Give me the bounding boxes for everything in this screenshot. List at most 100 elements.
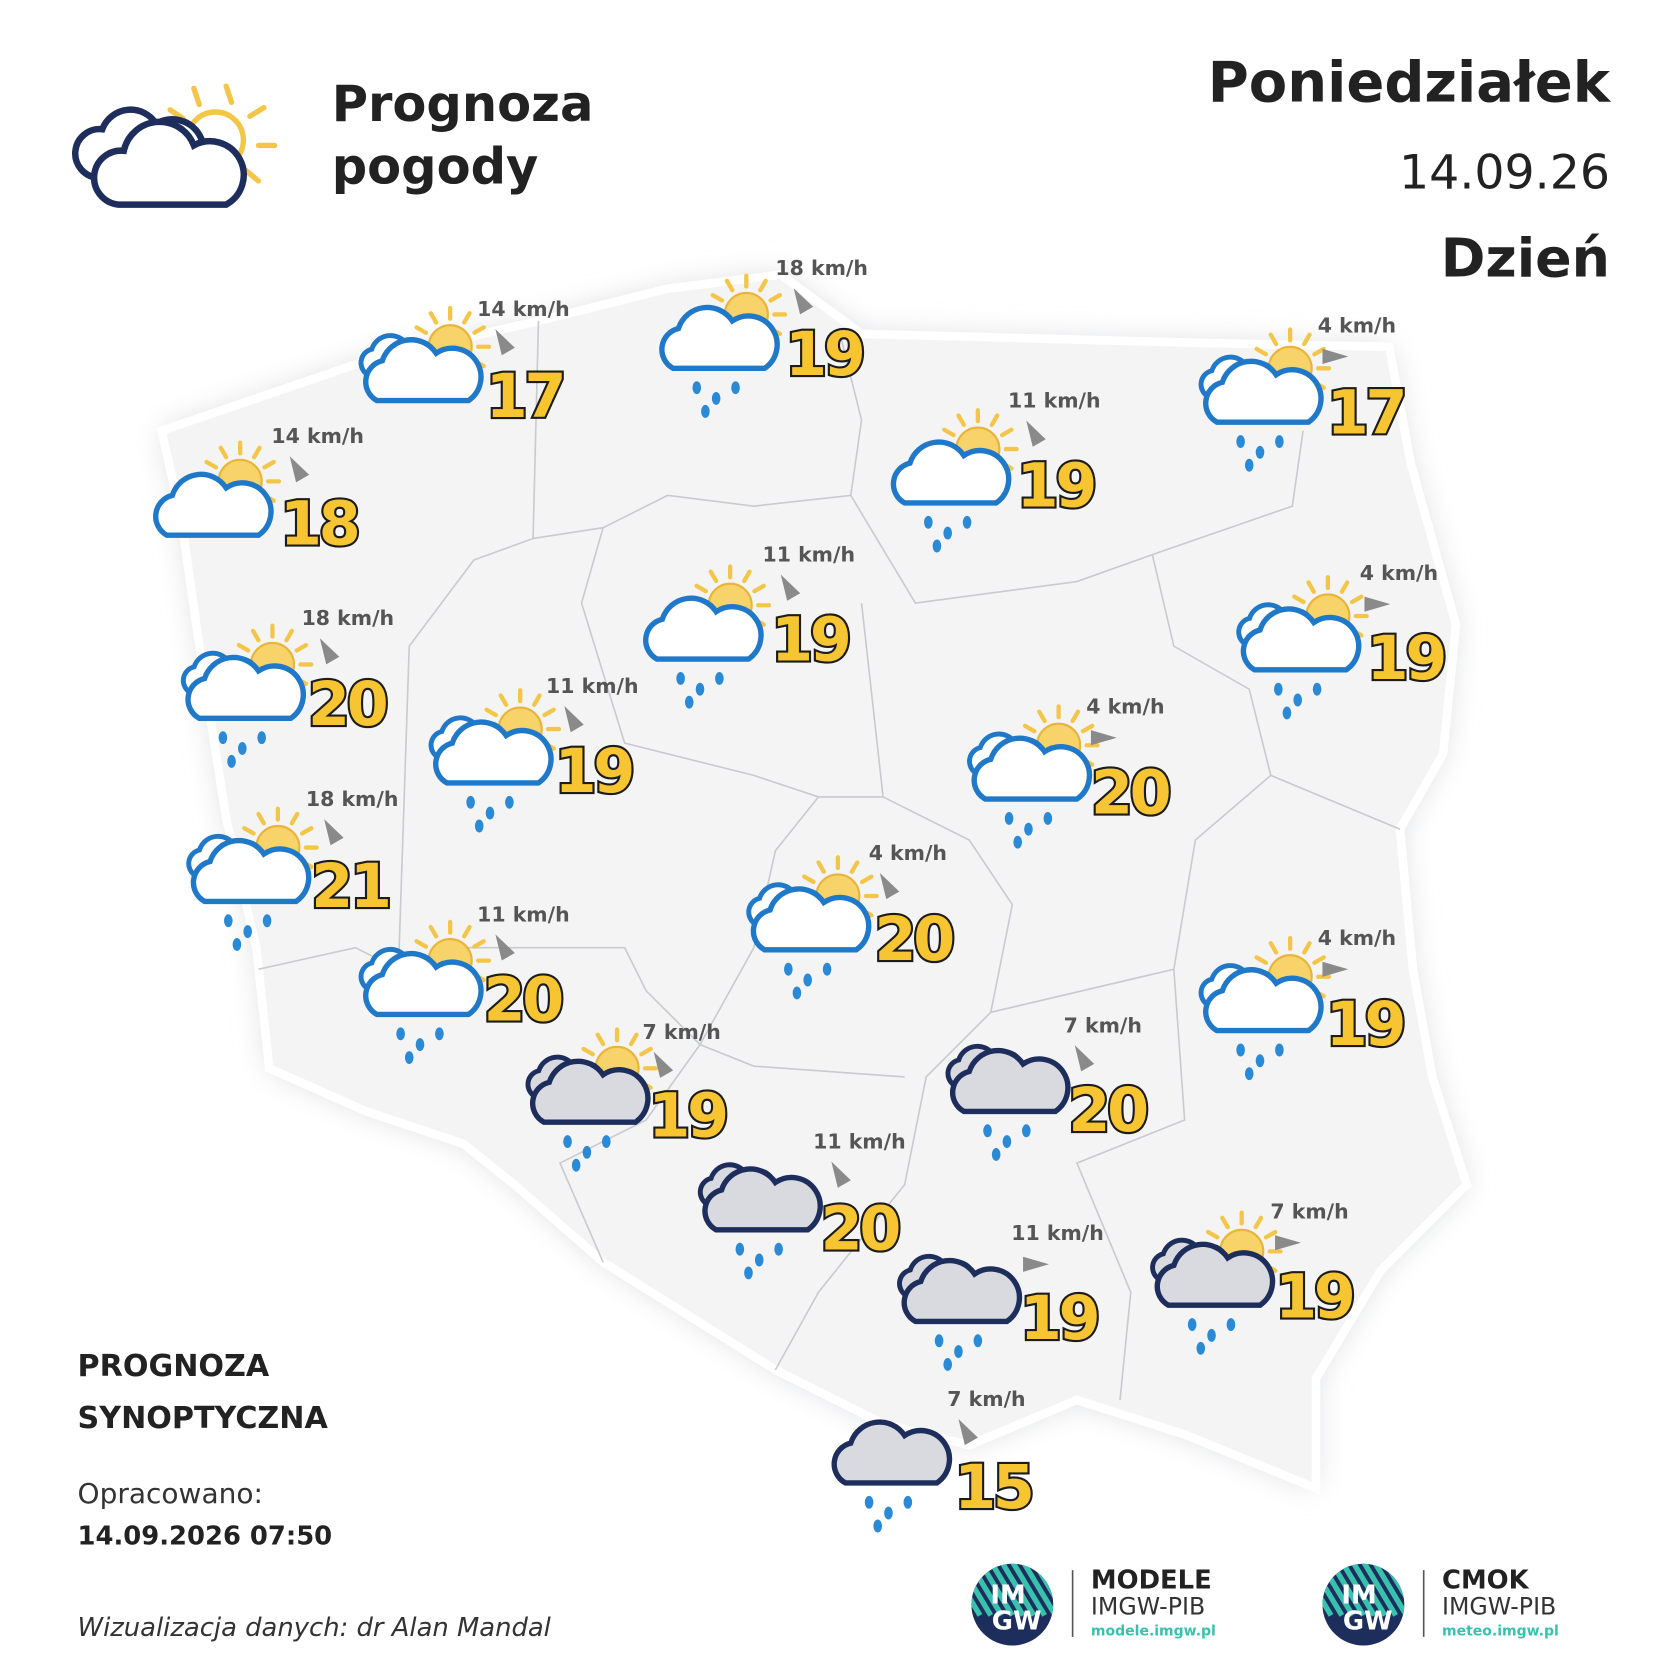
sun-ray	[1349, 594, 1364, 605]
logo-stripe	[1322, 1563, 1323, 1617]
sun-ray	[581, 1046, 595, 1057]
temperature: 20	[1068, 1076, 1147, 1146]
temperature: 20	[308, 670, 387, 740]
temperature: 20	[875, 905, 954, 975]
sun-ray	[1312, 955, 1326, 965]
wind-speed: 18 km/h	[775, 256, 868, 280]
wind-speed: 4 km/h	[869, 841, 947, 865]
sun-ray	[989, 413, 1000, 427]
logo-stripe	[1339, 1563, 1377, 1617]
logo-stripe	[915, 1562, 947, 1616]
raindrop	[1255, 1054, 1265, 1068]
raindrop	[934, 1334, 944, 1348]
cloud	[831, 1419, 953, 1486]
sun-ray	[462, 311, 472, 325]
sun-ray	[741, 569, 752, 584]
raindrop	[602, 1135, 611, 1148]
raindrop	[932, 539, 942, 553]
raindrop	[1255, 445, 1265, 459]
cloud	[971, 735, 1093, 802]
cloud	[363, 337, 484, 404]
wind-speed: 11 km/h	[1011, 1221, 1104, 1245]
wind-arrow	[1364, 596, 1391, 612]
wind-arrow	[879, 872, 900, 900]
weather-icon	[153, 440, 282, 538]
logo-mark-text: GW	[1343, 1606, 1393, 1636]
cloud	[185, 654, 306, 721]
raindrop	[485, 806, 495, 820]
raindrop	[873, 1519, 882, 1533]
logo-mark-text: IM	[990, 1581, 1025, 1611]
sun-ray	[1254, 346, 1269, 357]
raindrop	[415, 1038, 425, 1052]
raindrop	[396, 1027, 405, 1041]
raindrop	[774, 1242, 783, 1256]
raindrop	[466, 795, 475, 809]
weather-icon	[967, 704, 1100, 849]
wind-arrow	[1322, 348, 1349, 364]
wind-arrow	[958, 1418, 978, 1446]
raindrop	[701, 404, 710, 418]
credit: Wizualizacja danych: dr Alan Mandal	[78, 1613, 552, 1643]
temperature: 19	[1367, 624, 1445, 694]
raindrop	[243, 925, 252, 938]
weather-icon	[358, 305, 492, 404]
sun-ray	[1220, 1215, 1230, 1230]
logo-stripe	[1020, 1563, 1054, 1617]
temperature: 17	[486, 362, 563, 432]
wind-arrow	[319, 638, 340, 665]
logo-name: MODELE	[1091, 1565, 1212, 1595]
sun-ray	[694, 583, 709, 594]
raindrop	[224, 914, 233, 928]
raindrop	[711, 392, 721, 405]
sun-ray	[849, 860, 860, 874]
wind-arrow	[1275, 1235, 1301, 1251]
weather-icon	[643, 564, 772, 709]
wind-arrow	[780, 574, 801, 601]
logo-stripe	[1322, 1563, 1334, 1617]
raindrop	[571, 1158, 581, 1172]
sun-ray	[531, 693, 542, 707]
raindrop	[1244, 458, 1254, 472]
sun-ray	[251, 445, 262, 460]
sun-ray	[752, 583, 766, 594]
logo-stripe	[1371, 1563, 1405, 1617]
wind-speed: 11 km/h	[813, 1130, 906, 1154]
logo-stripe	[1350, 1563, 1388, 1617]
sun-ray	[236, 642, 251, 653]
raindrop	[435, 1027, 444, 1041]
logo-stripe	[1266, 1562, 1298, 1616]
sun-ray	[472, 325, 486, 335]
logo-org: IMGW-PIB	[1091, 1592, 1205, 1620]
raindrop	[754, 1253, 764, 1267]
sun-ray	[1312, 346, 1326, 357]
sun-ray	[1080, 723, 1095, 734]
cloud	[363, 950, 484, 1018]
sun-ray	[1263, 1229, 1278, 1240]
logo-url: meteo.imgw.pl	[1442, 1624, 1559, 1640]
wind-arrow	[495, 329, 515, 356]
temperature: 19	[1326, 990, 1404, 1060]
sun-ray	[1037, 709, 1047, 724]
wind-speed: 7 km/h	[947, 1387, 1025, 1411]
logo-stripe	[999, 1563, 1037, 1617]
cloud	[153, 471, 274, 538]
cloud	[1203, 358, 1324, 425]
cloud	[529, 1058, 651, 1125]
raindrop	[943, 526, 952, 540]
wind-speed: 11 km/h	[546, 674, 639, 698]
temperature: 20	[821, 1195, 900, 1265]
stations: 17 14 km/h 19 18 km/h 17 4 km/h 18 14 km/h 19 11 …	[153, 256, 1450, 1533]
sun-ray	[758, 278, 768, 293]
sun-ray	[1254, 955, 1269, 965]
raindrop	[903, 1495, 913, 1509]
wind-speed: 4 km/h	[1086, 695, 1164, 719]
weather-icon	[897, 1253, 1023, 1371]
temperature: 19	[1020, 1284, 1098, 1354]
temperature: 19	[1275, 1263, 1353, 1333]
logo-stripe	[926, 1562, 958, 1616]
wind-arrow	[793, 288, 814, 315]
weather-icon	[890, 408, 1019, 553]
raindrop	[991, 1148, 1001, 1161]
raindrop	[1226, 1318, 1236, 1332]
